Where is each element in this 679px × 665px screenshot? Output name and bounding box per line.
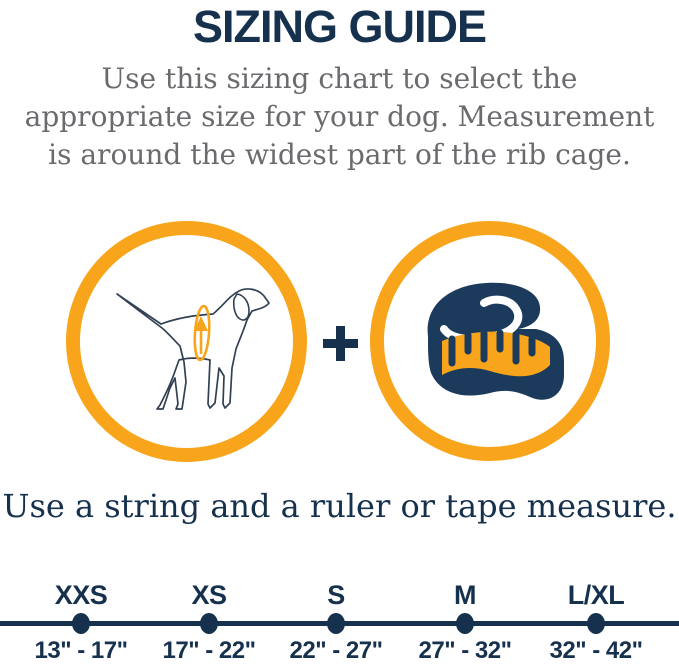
size-item-s: S 22" - 27" (266, 582, 406, 665)
arrow-head (193, 315, 208, 331)
size-item-xs: XS 17" - 22" (139, 582, 279, 665)
intro-line-1: Use this sizing chart to select the (101, 62, 578, 95)
scale-dot (72, 613, 90, 634)
intro-text: Use this sizing chart to select the appr… (0, 60, 679, 174)
tape-measure-icon (427, 282, 564, 400)
instruction-text: Use a string and a ruler or tape measure… (2, 487, 677, 525)
size-item-m: M 27" - 32" (395, 582, 535, 665)
scale-dot (327, 613, 345, 634)
dog-outline (115, 287, 270, 410)
plus-icon (323, 326, 358, 361)
tape-measure-circle (370, 221, 610, 461)
size-range: 13" - 17" (34, 637, 128, 664)
size-range: 32" - 42" (549, 637, 643, 664)
scale-dot (587, 613, 605, 634)
size-range: 17" - 22" (162, 637, 256, 664)
scale-dot (200, 613, 218, 634)
size-item-lxl: L/XL 32" - 42" (526, 582, 666, 665)
dog-measurement-circle (66, 221, 307, 462)
dog-ear (232, 292, 250, 321)
size-range: 22" - 27" (289, 637, 383, 664)
size-label: XXS (54, 580, 108, 610)
size-label: M (454, 580, 477, 610)
size-item-xxs: XXS 13" - 17" (11, 582, 151, 665)
page-title: SIZING GUIDE (192, 1, 487, 52)
dog-girth-icon (115, 287, 270, 410)
size-label: XS (191, 580, 227, 610)
intro-line-3: is around the widest part of the rib cag… (48, 138, 631, 171)
intro-line-2: appropriate size for your dog. Measureme… (24, 100, 655, 133)
size-label: L/XL (567, 580, 625, 610)
girth-ellipse (192, 304, 211, 361)
scale-dot (456, 613, 474, 634)
size-range: 27" - 32" (418, 637, 512, 664)
size-label: S (327, 580, 345, 610)
